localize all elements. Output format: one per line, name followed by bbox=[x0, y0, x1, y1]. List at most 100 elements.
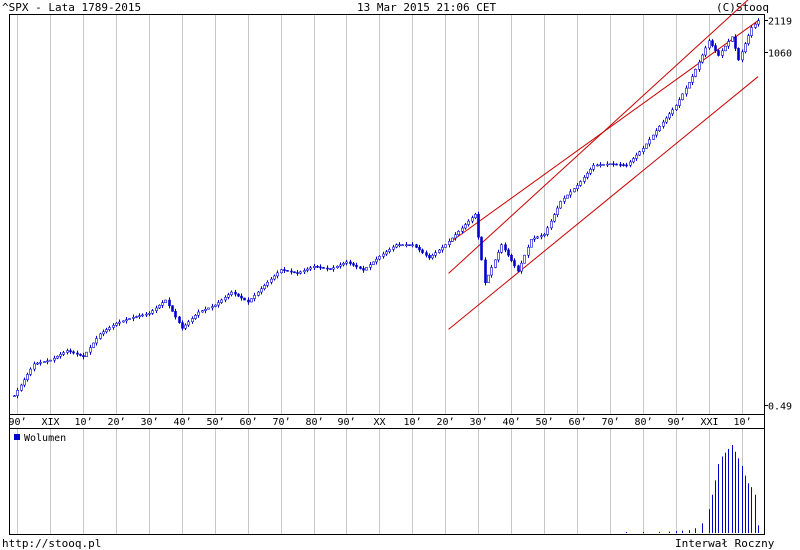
candle-body bbox=[744, 43, 747, 53]
candle-body bbox=[20, 384, 23, 391]
candle-body bbox=[464, 224, 467, 229]
candle-body bbox=[168, 299, 171, 306]
x-tick-label: XIX bbox=[41, 417, 59, 428]
footer-interval: Interwał Roczny bbox=[675, 537, 775, 550]
candle-body bbox=[533, 237, 536, 240]
x-tick-label: 60’ bbox=[568, 417, 586, 428]
candle-body bbox=[431, 254, 434, 259]
y-axis-ticks: 2119 1060 0.49 bbox=[764, 17, 792, 413]
candle-body bbox=[543, 234, 546, 236]
candle-body bbox=[181, 322, 184, 329]
footer-url[interactable]: http://stooq.pl bbox=[2, 537, 102, 550]
x-axis-ticks: 90’ XIX 10’ 20’ 30’ 40’ 50’ 60’ 70’ 80’ 90’ XX 10’ 20… bbox=[8, 417, 751, 428]
candle-body bbox=[385, 251, 388, 255]
candle-body bbox=[704, 47, 707, 56]
candle-body bbox=[145, 313, 148, 316]
candle-body bbox=[513, 260, 516, 267]
x-tick-label: 70’ bbox=[272, 417, 290, 428]
candle-body bbox=[102, 331, 105, 335]
candle-body bbox=[566, 194, 569, 199]
candle-body bbox=[550, 220, 553, 229]
candle-body bbox=[438, 249, 441, 253]
candle-body bbox=[132, 316, 135, 319]
candle-body bbox=[652, 134, 655, 140]
candle-body bbox=[411, 244, 414, 246]
candle-body bbox=[319, 266, 322, 269]
x-tick-label: 40’ bbox=[502, 417, 520, 428]
candle-body bbox=[563, 197, 566, 202]
candle-body bbox=[56, 356, 59, 359]
candle-body bbox=[339, 264, 342, 267]
candle-body bbox=[85, 351, 88, 358]
candle-body bbox=[82, 355, 85, 358]
candle-body bbox=[523, 254, 526, 264]
candle-body bbox=[122, 320, 125, 323]
candle-body bbox=[418, 247, 421, 251]
candle-body bbox=[642, 148, 645, 153]
candle-body bbox=[270, 278, 273, 283]
x-tick-label: 10’ bbox=[733, 417, 751, 428]
candle-body bbox=[658, 126, 661, 132]
candle-body bbox=[260, 288, 263, 293]
x-tick-label: 10’ bbox=[403, 417, 421, 428]
candle-body bbox=[293, 271, 296, 274]
candle-body bbox=[688, 82, 691, 89]
candle-body bbox=[237, 293, 240, 297]
candle-body bbox=[500, 244, 503, 253]
candle-body bbox=[372, 261, 375, 265]
candle-body bbox=[220, 299, 223, 303]
candle-body bbox=[540, 235, 543, 238]
x-tick-label: 90’ bbox=[337, 417, 355, 428]
price-panel-frame bbox=[9, 14, 765, 415]
candle-body bbox=[95, 338, 98, 344]
candle-body bbox=[138, 315, 141, 317]
candle-body bbox=[365, 267, 368, 271]
candle-body bbox=[711, 40, 714, 46]
candle-body bbox=[408, 244, 411, 246]
candle-body bbox=[201, 310, 204, 313]
candle-body bbox=[678, 99, 681, 106]
candle-body bbox=[184, 324, 187, 329]
candle-body bbox=[204, 308, 207, 311]
x-tick-label: 90’ bbox=[8, 417, 26, 428]
candle-body bbox=[257, 291, 260, 296]
candle-body bbox=[247, 299, 250, 303]
candle-body bbox=[46, 360, 49, 363]
copyright-label: (C)Stooq bbox=[716, 1, 769, 14]
candle-body bbox=[612, 163, 615, 166]
candle-body bbox=[273, 275, 276, 280]
candle-body bbox=[559, 201, 562, 209]
candle-body bbox=[734, 36, 737, 49]
candle-body bbox=[141, 314, 144, 317]
candle-body bbox=[187, 321, 190, 326]
candle-body bbox=[615, 163, 618, 166]
candle-body bbox=[441, 247, 444, 251]
candle-body bbox=[471, 217, 474, 222]
candle-body bbox=[99, 333, 102, 339]
candle-body bbox=[490, 267, 493, 276]
candle-body bbox=[191, 318, 194, 323]
candle-body bbox=[69, 350, 72, 353]
candle-body bbox=[405, 244, 408, 246]
candle-body bbox=[329, 268, 332, 270]
x-tick-label: XX bbox=[373, 417, 385, 428]
candle-body bbox=[632, 158, 635, 163]
candle-body bbox=[536, 236, 539, 239]
trend-line bbox=[448, 0, 749, 274]
candle-body bbox=[240, 295, 243, 299]
candle-body bbox=[39, 362, 42, 364]
candle-body bbox=[283, 269, 286, 271]
candle-body bbox=[504, 244, 507, 251]
candle-body bbox=[326, 267, 329, 270]
candle-body bbox=[161, 302, 164, 306]
candle-body bbox=[717, 50, 720, 56]
candle-body bbox=[579, 181, 582, 186]
y-tick-label: 1060 bbox=[768, 49, 792, 60]
candle-body bbox=[727, 41, 730, 47]
candle-body bbox=[395, 244, 398, 248]
candle-body bbox=[671, 109, 674, 115]
candle-body bbox=[454, 234, 457, 239]
candle-body bbox=[148, 312, 151, 315]
candle-body bbox=[309, 267, 312, 270]
